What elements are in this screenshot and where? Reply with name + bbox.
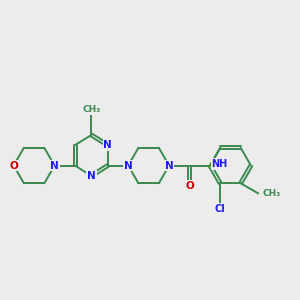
Text: N: N — [87, 171, 96, 181]
Text: O: O — [185, 181, 194, 191]
Text: CH₃: CH₃ — [262, 189, 281, 198]
Text: CH₃: CH₃ — [82, 105, 100, 114]
Text: N: N — [124, 160, 133, 170]
Text: N: N — [50, 160, 59, 170]
Text: NH: NH — [212, 159, 228, 169]
Text: N: N — [103, 140, 112, 150]
Text: N: N — [165, 160, 173, 170]
Text: Cl: Cl — [215, 204, 226, 214]
Text: O: O — [9, 160, 18, 170]
